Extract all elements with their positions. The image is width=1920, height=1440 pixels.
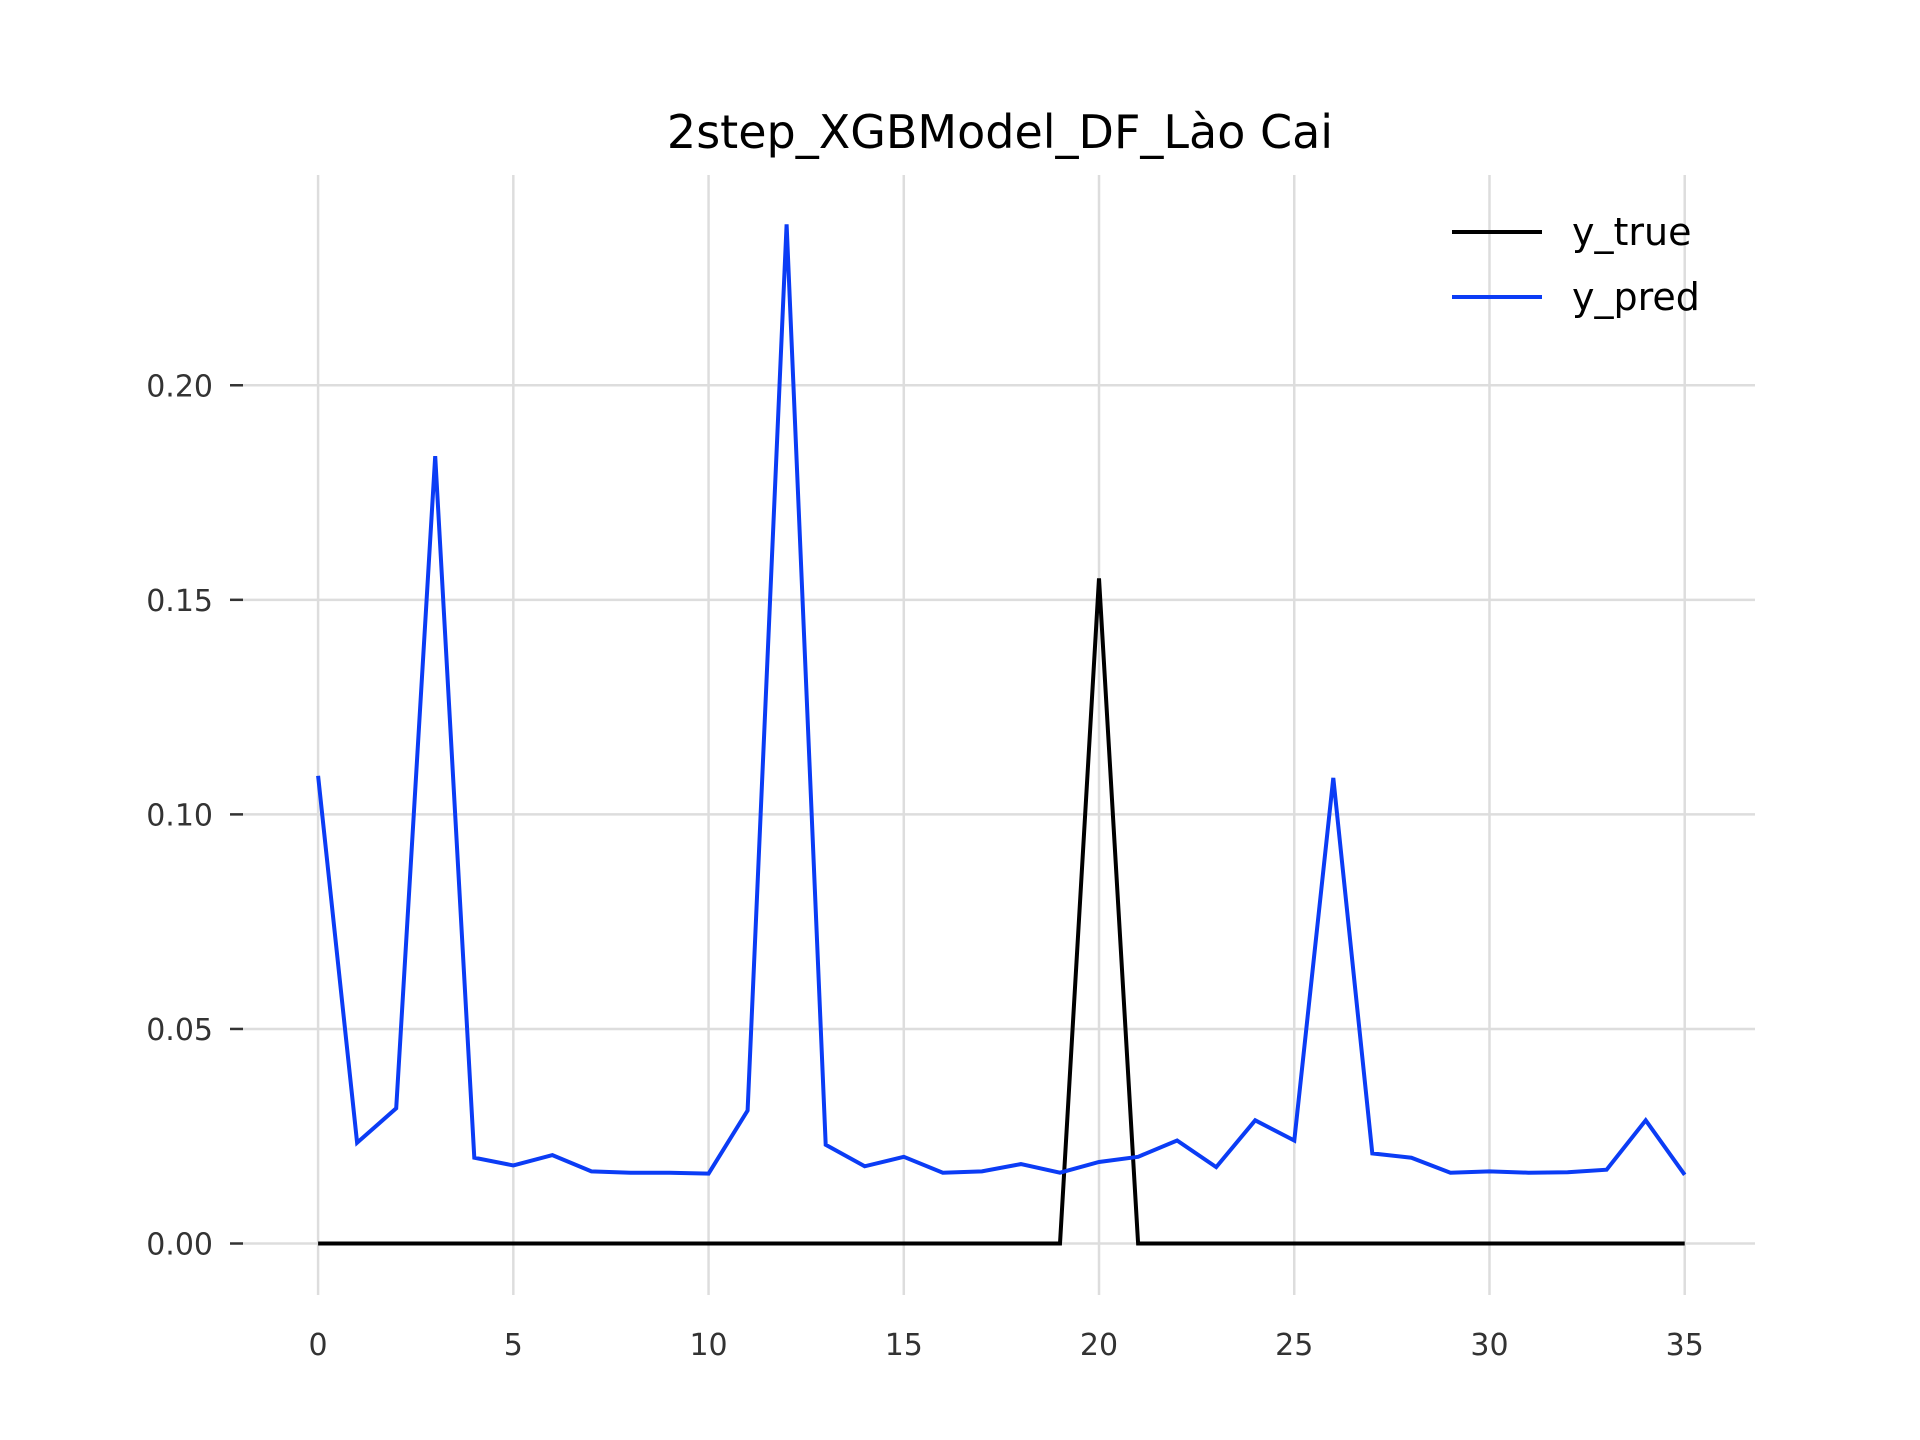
legend: y_true y_pred bbox=[1452, 210, 1700, 319]
axes: 0 5 10 15 20 25 30 35 0.00 0.05 0.10 0.15 0.20 bbox=[146, 369, 1704, 1363]
x-tick-label: 15 bbox=[885, 1328, 923, 1363]
y-tick-label: 0.05 bbox=[146, 1013, 213, 1048]
x-tick-label: 30 bbox=[1470, 1328, 1508, 1363]
series-line-y-pred bbox=[316, 224, 1687, 1176]
x-tick-label: 5 bbox=[504, 1328, 523, 1363]
x-tick-label: 25 bbox=[1275, 1328, 1313, 1363]
chart-title: 2step_XGBModel_DF_Lào Cai bbox=[667, 105, 1333, 159]
x-tick-label: 35 bbox=[1666, 1328, 1704, 1363]
x-tick-label: 0 bbox=[309, 1328, 328, 1363]
x-tick-label: 10 bbox=[689, 1328, 727, 1363]
legend-label: y_true bbox=[1572, 210, 1691, 254]
grid bbox=[240, 175, 1755, 1295]
y-tick-label: 0.00 bbox=[146, 1228, 213, 1263]
y-tick-label: 0.15 bbox=[146, 584, 213, 619]
series-line-y-true bbox=[318, 578, 1685, 1246]
x-tick-label: 20 bbox=[1080, 1328, 1118, 1363]
series bbox=[316, 224, 1687, 1246]
y-tick-label: 0.10 bbox=[146, 798, 213, 833]
legend-label: y_pred bbox=[1572, 275, 1700, 319]
y-tick-label: 0.20 bbox=[146, 369, 213, 404]
